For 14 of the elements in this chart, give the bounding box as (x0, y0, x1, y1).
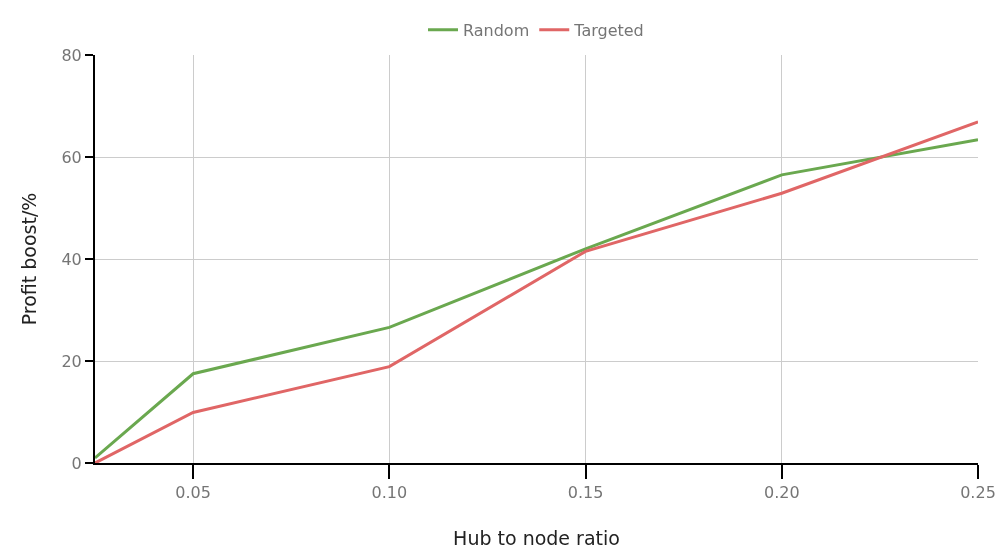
y-tick-label: 80 (61, 45, 82, 65)
x-tick-label: 0.20 (763, 483, 800, 503)
legend-label: Targeted (573, 20, 644, 40)
x-tick-label: 0.05 (175, 483, 211, 503)
y-axis-title: Profit boost/% (17, 192, 40, 326)
legend-label: Random (463, 20, 530, 40)
y-tick-label: 20 (61, 351, 82, 371)
x-tick-label: 0.25 (960, 483, 996, 503)
y-tick-label: 60 (61, 147, 82, 167)
x-tick-label: 0.10 (371, 483, 408, 503)
y-tick-label: 40 (61, 249, 82, 269)
x-tick-label: 0.15 (567, 483, 604, 503)
x-axis-title: Hub to node ratio (453, 526, 620, 549)
y-tick-label: 0 (71, 453, 82, 473)
